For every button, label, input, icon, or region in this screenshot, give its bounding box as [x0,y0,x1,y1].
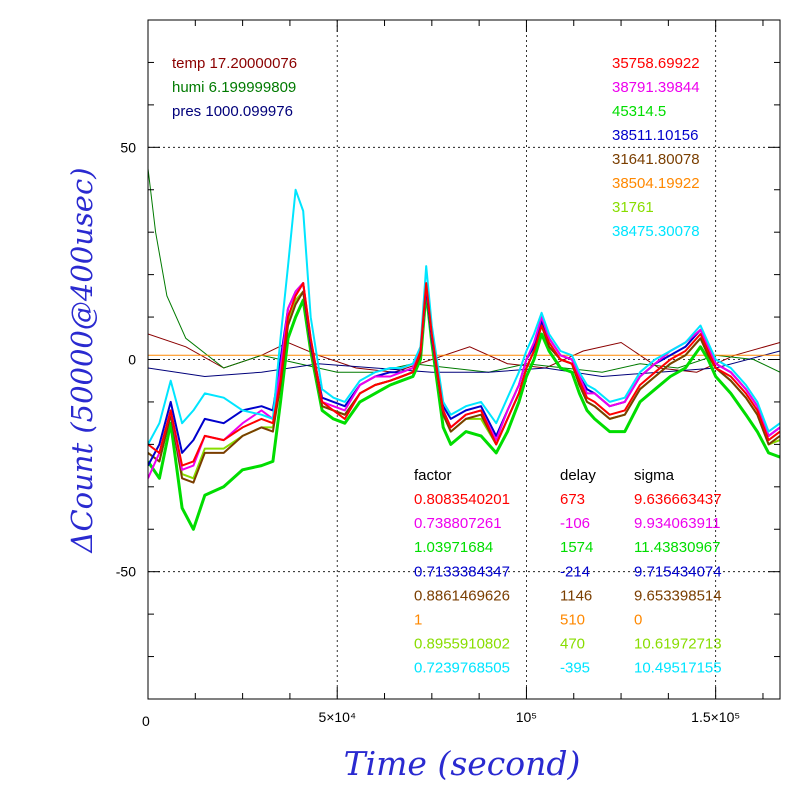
series-sigma-value: 11.43830967 [634,539,720,556]
environment-curve [148,350,780,378]
series-lines [148,188,780,531]
x-axis-title: Time (second) [344,744,581,783]
x-tick-label: 0 [142,713,150,729]
annotations: temp 17.20000076 humi 6.199999809 pres 100… [172,55,722,677]
x-tick-label: 1.5×10⁵ [691,709,740,725]
table-header-delay: delay [560,467,596,484]
series-sigma-value: 0 [634,612,642,629]
series-mean-label: 35758.69922 [612,55,700,72]
environment-label: temp 17.20000076 [172,55,297,72]
series-factor-value: 0.7133384347 [414,563,510,580]
series-mean-label: 38475.30078 [612,223,700,240]
series-factor-value: 0.8861469626 [414,587,510,604]
series-sigma-value: 9.636663437 [634,491,722,508]
table-header-factor: factor [414,467,452,484]
series-delay-value: 1146 [560,587,592,604]
table-header-sigma: sigma [634,467,675,484]
series-line [148,286,780,484]
series-factor-value: 1.03971684 [414,539,493,556]
series-delay-value: -214 [560,563,590,580]
series-sigma-value: 10.49517155 [634,660,722,677]
series-delay-value: 673 [560,491,585,508]
series-sigma-value: 9.715434074 [634,563,722,580]
series-line [148,282,780,467]
series-factor-value: 0.8083540201 [414,491,510,508]
series-delay-value: 510 [560,612,585,629]
series-line [148,290,780,531]
series-mean-label: 38504.19922 [612,175,700,192]
series-delay-value: -395 [560,660,590,677]
y-tick-label: 0 [128,352,136,368]
x-tick-label: 10⁵ [516,709,537,725]
y-tick-label: -50 [116,564,136,580]
environment-label: pres 1000.099976 [172,103,293,120]
series-mean-label: 31641.80078 [612,151,700,168]
series-delay-value: 1574 [560,539,593,556]
series-delay-value: -106 [560,515,590,532]
series-sigma-value: 10.61972713 [634,636,722,653]
series-factor-value: 0.738807261 [414,515,502,532]
series-mean-label: 31761 [612,199,654,216]
series-factor-value: 1 [414,612,422,629]
y-axis-title: ΔCount (50000@400usec) [65,167,99,553]
series-mean-label: 45314.5 [612,103,666,120]
series-sigma-value: 9.653398514 [634,587,722,604]
series-line [148,188,780,445]
series-factor-value: 0.8955910802 [414,636,510,653]
series-mean-label: 38791.39844 [612,79,700,96]
series-mean-label: 38511.10156 [612,127,698,144]
y-tick-label: 50 [120,139,136,155]
axis-ticks [147,19,780,700]
series-delay-value: 470 [560,636,585,653]
grid [148,20,780,699]
axis-tick-labels: 0 5×10⁴ 10⁵ 1.5×10⁵ -50 0 50 [116,139,740,729]
x-tick-label: 5×10⁴ [318,709,356,725]
series-factor-value: 0.7239768505 [414,660,510,677]
environment-curve [148,168,780,373]
environment-label: humi 6.199999809 [172,79,296,96]
series-sigma-value: 9.934063911 [634,515,720,532]
